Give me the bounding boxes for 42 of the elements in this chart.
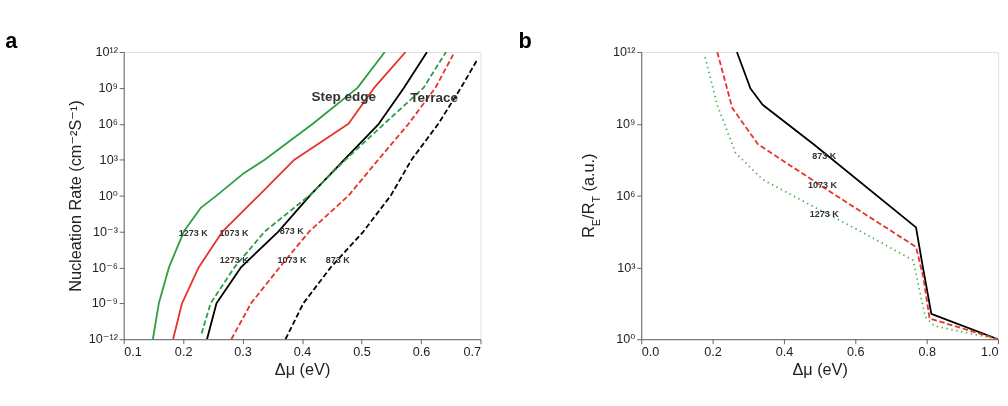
x-axis-title: Δμ (eV) [792, 359, 848, 378]
x-tick-label: 0.4 [293, 344, 312, 359]
annotation: 873 K [812, 150, 837, 161]
y-tick-label: 10³ [99, 152, 118, 167]
y-tick-label: 10⁻³ [92, 224, 118, 239]
x-tick-label: 0.8 [918, 344, 936, 359]
annotation: 1273 K [809, 208, 840, 219]
x-tick-label: 1.0 [980, 344, 999, 359]
x-tick-label: 0.5 [353, 344, 371, 359]
y-axis-title: RE/RT (a.u.) [579, 153, 602, 238]
x-axis-title: Δμ (eV) [274, 359, 331, 378]
y-tick-label: 10⁻⁹ [91, 296, 118, 311]
y-tick-label: 10⁹ [615, 116, 636, 131]
y-tick-label: 10³ [617, 260, 636, 275]
x-tick-label: 0.6 [412, 344, 431, 359]
y-tick-label: 10⁶ [616, 188, 636, 203]
x-tick-label: 0.4 [775, 344, 794, 359]
y-tick-label: 10¹² [95, 45, 118, 60]
x-tick-label: 0.6 [847, 344, 865, 359]
x-tick-label: 0.3 [234, 344, 252, 359]
y-tick-label: 10⁰ [616, 332, 636, 347]
x-tick-label: 0.0 [641, 344, 660, 359]
x-tick-label: 0.7 [463, 344, 481, 359]
y-tick-label: 10¹² [612, 45, 636, 60]
annotation: 873 K [325, 254, 351, 265]
y-tick-label: 10⁰ [98, 188, 118, 203]
annotation: 1073 K [277, 254, 308, 265]
annotation: 873 K [279, 226, 305, 237]
x-tick-label: 0.2 [704, 344, 722, 359]
chart-title: b [518, 28, 532, 54]
line-series [151, 52, 386, 340]
x-tick-label: 0.1 [124, 344, 142, 359]
chart-title: a [5, 28, 19, 54]
line-series [172, 52, 407, 340]
annotation: 1073 K [807, 180, 838, 191]
y-tick-label: 10⁻¹² [88, 332, 118, 347]
y-tick-label: 10⁹ [98, 80, 118, 95]
y-tick-label: 10⁶ [98, 116, 118, 131]
x-tick-label: 0.2 [174, 344, 193, 359]
y-tick-label: 10⁻⁶ [91, 260, 118, 275]
y-axis-title: Nucleation Rate (cm⁻²S⁻¹) [66, 100, 85, 292]
annotation: Terrace [410, 89, 459, 105]
